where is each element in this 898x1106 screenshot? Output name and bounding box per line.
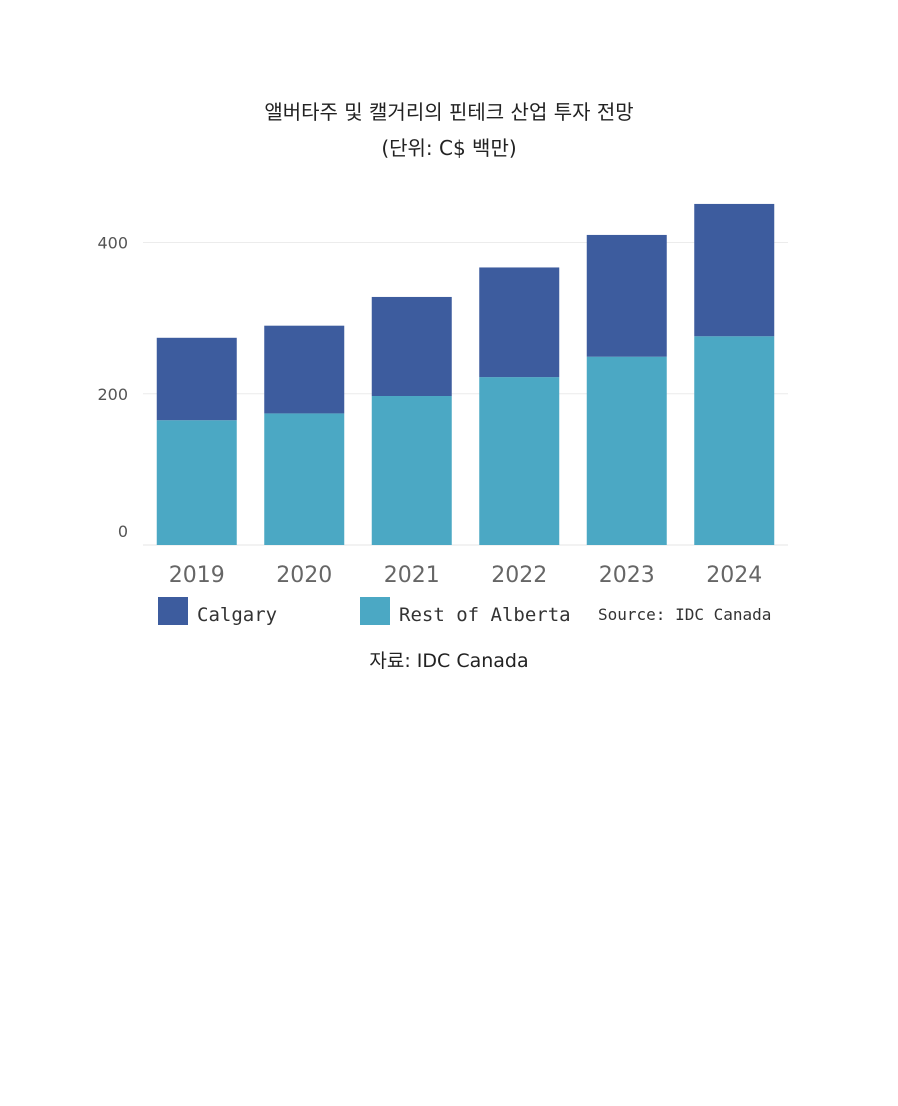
bar-calgary-2022 <box>479 267 560 378</box>
bar-rest-of-alberta-2022 <box>479 377 560 545</box>
y-tick-label: 400 <box>97 234 128 253</box>
bar-rest-of-alberta-2024 <box>694 336 775 545</box>
bar-calgary-2021 <box>371 296 452 397</box>
y-tick-label: 0 <box>118 522 128 541</box>
x-tick-label: 2022 <box>491 563 547 588</box>
x-tick-label: 2021 <box>384 563 440 588</box>
bar-calgary-2019 <box>156 337 237 421</box>
chart-subtitle: (단위: C$ 백만) <box>381 136 517 160</box>
bar-calgary-2020 <box>264 325 345 414</box>
bar-calgary-2023 <box>586 234 667 357</box>
x-tick-label: 2024 <box>706 563 762 588</box>
bar-rest-of-alberta-2023 <box>586 356 667 545</box>
legend-label: Calgary <box>197 604 277 626</box>
chart-title: 앨버타주 및 캘거리의 핀테크 산업 투자 전망 <box>264 100 634 124</box>
bar-rest-of-alberta-2021 <box>371 396 452 545</box>
bar-rest-of-alberta-2020 <box>264 413 345 545</box>
x-tick-label: 2020 <box>276 563 332 588</box>
legend-swatch <box>360 597 390 625</box>
x-tick-label: 2019 <box>169 563 225 588</box>
legend-swatch <box>158 597 188 625</box>
caption: 자료: IDC Canada <box>369 650 529 672</box>
bar-rest-of-alberta-2019 <box>156 420 237 545</box>
legend-label: Rest of Alberta <box>399 604 571 626</box>
stacked-bar-chart: 0 200 400 2019 2020 2021 2022 2023 2024 Calgary… <box>97 203 788 626</box>
bar-calgary-2024 <box>694 203 775 337</box>
source-note: Source: IDC Canada <box>598 605 771 624</box>
x-tick-label: 2023 <box>599 563 655 588</box>
y-tick-label: 200 <box>97 385 128 404</box>
